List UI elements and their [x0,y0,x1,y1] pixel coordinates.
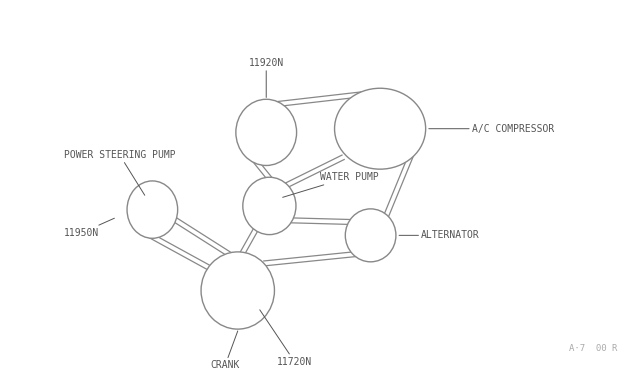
Text: A/C COMPRESSOR: A/C COMPRESSOR [429,124,554,134]
Ellipse shape [201,252,275,329]
Text: 11920N: 11920N [248,58,284,97]
Ellipse shape [243,177,296,235]
Ellipse shape [335,88,426,169]
Text: 11720N: 11720N [260,310,312,367]
Ellipse shape [127,181,178,238]
Text: 11950N: 11950N [64,218,115,238]
Text: A·7  00 R: A·7 00 R [569,344,618,353]
Text: POWER STEERING PUMP: POWER STEERING PUMP [64,150,175,195]
Ellipse shape [236,99,296,166]
Text: ALTERNATOR: ALTERNATOR [399,230,480,240]
Text: CRANK: CRANK [211,331,240,371]
Text: WATER PUMP: WATER PUMP [283,172,379,197]
Ellipse shape [346,209,396,262]
